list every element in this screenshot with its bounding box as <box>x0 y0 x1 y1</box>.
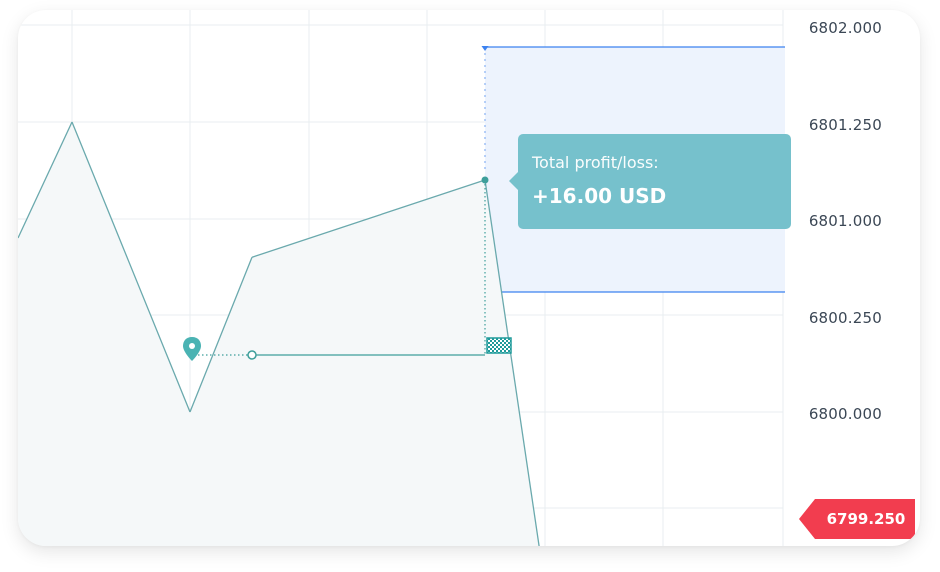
line-segment <box>18 121 73 239</box>
y-tick-label: 6800.000 <box>808 405 882 423</box>
price-chart[interactable] <box>18 10 920 546</box>
exit-point <box>481 176 489 184</box>
tooltip-label: Total profit/loss: <box>532 153 659 172</box>
chart-card: 6802.000 6801.250 6801.000 6800.250 6800.000… <box>18 10 920 546</box>
y-tick-label: 6800.250 <box>808 309 882 327</box>
current-price-tag: 6799.250 <box>799 499 915 539</box>
band-top-arrow <box>481 46 489 51</box>
line-segment <box>189 257 253 413</box>
tooltip-value: +16.00 USD <box>532 184 667 208</box>
area-path <box>18 122 545 546</box>
y-tick-label: 6801.250 <box>808 116 882 134</box>
price-line <box>18 121 540 546</box>
profit-loss-tooltip: Total profit/loss: +16.00 USD <box>509 134 791 229</box>
y-tick-label: 6802.000 <box>808 19 882 37</box>
line-segment <box>484 179 540 546</box>
trade-markers[interactable] <box>183 176 798 547</box>
entry-point <box>247 350 257 360</box>
y-tick-label: 6801.000 <box>808 212 882 230</box>
line-segment <box>71 121 191 413</box>
area-fill <box>18 122 545 546</box>
line-segment <box>251 179 486 258</box>
map-pin-hole <box>189 343 195 349</box>
checkered-flag-icon[interactable] <box>486 337 512 354</box>
